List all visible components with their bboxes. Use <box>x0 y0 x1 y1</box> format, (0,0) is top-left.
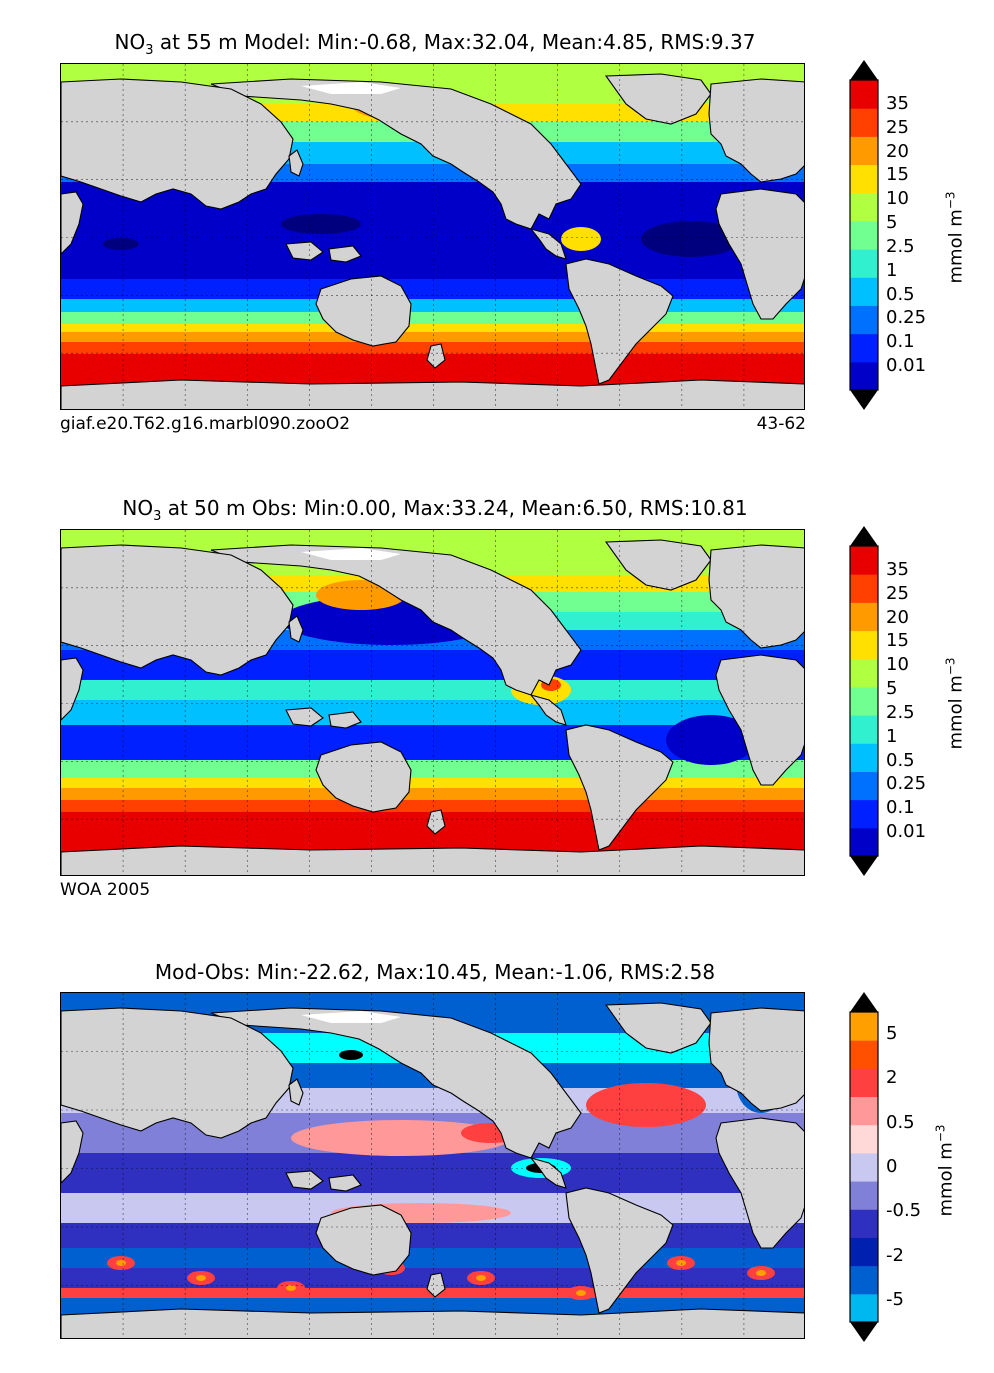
colorbar-tick-label: 0.5 <box>886 1111 915 1133</box>
colorbar-tick-label: 5 <box>886 678 898 700</box>
panel2-title: NO3 at 50 m Obs: Min:0.00, Max:33.24, Me… <box>0 496 870 524</box>
colorbar-tick-label: -5 <box>886 1288 904 1310</box>
colorbar-tick-label: 35 <box>886 558 909 580</box>
colorbar-tick-label: 10 <box>886 654 909 676</box>
colorbar-tick-label: 10 <box>886 188 909 210</box>
colorbar-tick-label: 5 <box>886 212 898 234</box>
panel2-title-sub: 3 <box>153 509 162 524</box>
panel1-title: NO3 at 55 m Model: Min:-0.68, Max:32.04,… <box>0 30 870 58</box>
colorbar-tick-label: 20 <box>886 140 909 162</box>
colorbar-tick-label: 1 <box>886 259 898 281</box>
colorbar-tick-label: 0.01 <box>886 355 927 377</box>
panel1-left-label: giaf.e20.T62.g16.marbl090.zooO2 <box>60 414 351 434</box>
colorbar-tick-label: 0.1 <box>886 331 915 353</box>
colorbar-tick-label: 0.5 <box>886 283 915 305</box>
colorbar-tick-label: 20 <box>886 606 909 628</box>
colorbar-tick-label: 5 <box>886 1023 898 1045</box>
panel1-title-sub: 3 <box>145 43 154 58</box>
panel3-title-text: Mod-Obs: Min:-22.62, Max:10.45, Mean:-1.… <box>154 960 716 984</box>
colorbar-tick-label: -2 <box>886 1244 904 1266</box>
panel1-units: mmol m−3 <box>943 191 967 284</box>
colorbar-tick-label: -0.5 <box>886 1200 922 1222</box>
colorbar-tick-label: 2.5 <box>886 235 915 257</box>
panel1-title-pre: NO <box>114 30 146 54</box>
panel2-map <box>60 529 805 876</box>
panel1-title-post: at 55 m Model: Min:-0.68, Max:32.04, Mea… <box>153 30 756 54</box>
panel1-colorbar <box>849 60 879 410</box>
panel2-colorbar <box>849 526 879 876</box>
colorbar-tick-label: 0.25 <box>886 307 927 329</box>
colorbar-tick-label: 0.25 <box>886 773 927 795</box>
colorbar-tick-label: 0.5 <box>886 749 915 771</box>
colorbar-tick-label: 15 <box>886 164 909 186</box>
colorbar-tick-label: 25 <box>886 582 909 604</box>
colorbar-tick-label: 2.5 <box>886 701 915 723</box>
panel3-colorbar <box>849 992 879 1342</box>
colorbar-tick-label: 15 <box>886 630 909 652</box>
colorbar-tick-label: 0.01 <box>886 821 927 843</box>
panel2-title-post: at 50 m Obs: Min:0.00, Max:33.24, Mean:6… <box>161 496 748 520</box>
colorbar-tick-label: 0 <box>886 1156 898 1177</box>
panel1-map <box>60 63 805 410</box>
panel3-units: mmol m−3 <box>933 1124 957 1217</box>
panel3-map <box>60 992 805 1339</box>
panel3-title: Mod-Obs: Min:-22.62, Max:10.45, Mean:-1.… <box>0 960 870 984</box>
panel2-units: mmol m−3 <box>943 657 967 750</box>
colorbar-tick-label: 25 <box>886 116 909 138</box>
panel2-title-pre: NO <box>122 496 154 520</box>
colorbar-tick-label: 1 <box>886 725 898 747</box>
panel1-right-label: 43-62 <box>756 414 806 434</box>
panel2-left-label: WOA 2005 <box>60 880 151 900</box>
colorbar-tick-label: 35 <box>886 92 909 114</box>
colorbar-tick-label: 0.1 <box>886 797 915 819</box>
colorbar-tick-label: 2 <box>886 1067 898 1089</box>
